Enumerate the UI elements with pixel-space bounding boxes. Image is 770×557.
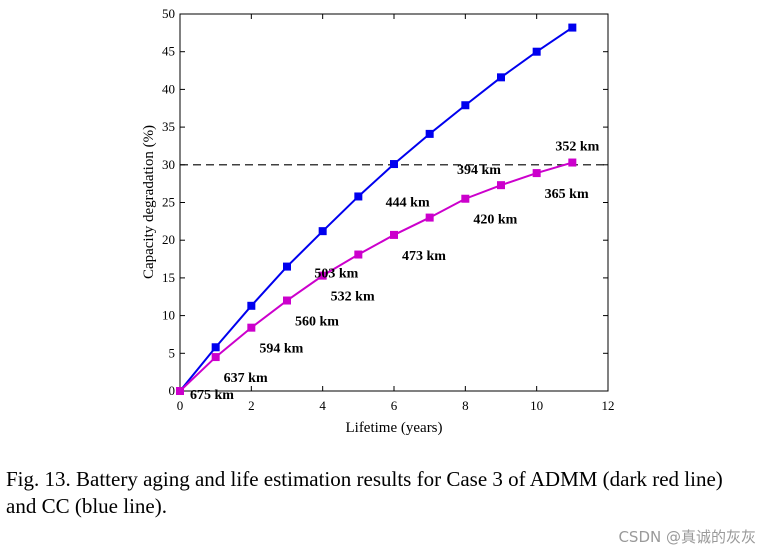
range-label: 473 km: [402, 249, 446, 264]
x-tick-label: 4: [319, 398, 326, 413]
data-point-admm: [532, 169, 541, 178]
data-point-admm: [211, 353, 220, 362]
y-tick-label: 50: [162, 6, 175, 21]
data-point-cc: [283, 262, 291, 271]
x-axis-label: Lifetime (years): [345, 420, 442, 436]
range-label: 503 km: [314, 267, 358, 282]
range-label: 560 km: [295, 315, 339, 330]
y-tick-label: 45: [162, 44, 175, 59]
y-tick-label: 35: [162, 119, 175, 134]
data-point-admm: [390, 230, 398, 239]
data-point-admm: [497, 181, 505, 190]
data-point-cc: [497, 73, 505, 82]
x-tick-label: 6: [391, 398, 398, 413]
data-point-cc: [461, 101, 470, 110]
range-label: 352 km: [555, 140, 599, 155]
x-tick-label: 10: [530, 398, 543, 413]
data-point-admm: [425, 213, 434, 222]
data-point-admm: [176, 387, 184, 395]
x-axis-ticks: 0 2 4 6 8 10 12: [177, 14, 615, 413]
data-point-admm: [354, 250, 363, 259]
data-point-admm: [283, 296, 291, 305]
data-point-admm: [568, 158, 577, 167]
y-tick-label: 0: [169, 383, 176, 398]
x-tick-label: 12: [602, 398, 615, 413]
data-point-cc: [211, 343, 220, 352]
y-axis-label: Capacity degradation (%): [141, 125, 157, 279]
data-point-cc: [354, 192, 363, 201]
watermark: CSDN @真诚的灰灰: [618, 528, 756, 546]
range-label: 594 km: [259, 342, 303, 357]
range-label: 420 km: [473, 213, 517, 228]
range-label: 365 km: [545, 187, 589, 202]
data-point-admm: [318, 271, 327, 280]
series-line-admm: [179, 161, 573, 392]
range-label: 394 km: [457, 163, 501, 178]
chart: 0 5 10 15 20 25 30 35 40 45 50 0 2 4 6 8 10 12 675 km 637…: [141, 6, 615, 436]
y-tick-label: 20: [162, 232, 175, 247]
data-point-admm: [461, 194, 470, 203]
range-label: 675 km: [190, 388, 234, 403]
range-label: 637 km: [224, 371, 268, 386]
series-group: [176, 23, 577, 395]
y-tick-label: 10: [162, 308, 175, 323]
x-tick-label: 2: [248, 398, 255, 413]
x-tick-label: 8: [462, 398, 469, 413]
series-line-cc: [179, 26, 573, 392]
data-point-cc: [390, 160, 398, 169]
y-axis-ticks: 0 5 10 15 20 25 30 35 40 45 50: [162, 6, 608, 398]
data-point-cc: [247, 301, 256, 310]
range-label: 444 km: [386, 196, 430, 211]
y-tick-label: 5: [169, 345, 176, 360]
y-tick-label: 25: [162, 195, 175, 210]
y-tick-label: 15: [162, 270, 175, 285]
y-tick-label: 40: [162, 81, 175, 96]
data-point-cc: [425, 129, 434, 138]
data-point-admm: [247, 323, 256, 332]
data-point-cc: [318, 227, 327, 236]
figure-caption: Fig. 13. Battery aging and life estimati…: [6, 467, 723, 518]
annotation-group: 675 km 637 km 594 km 560 km 532 km 503 km 473 …: [190, 140, 600, 403]
y-tick-label: 30: [162, 157, 175, 172]
data-point-cc: [532, 47, 541, 56]
data-point-cc: [568, 23, 577, 32]
x-tick-label: 0: [177, 398, 184, 413]
range-label: 532 km: [331, 290, 375, 305]
